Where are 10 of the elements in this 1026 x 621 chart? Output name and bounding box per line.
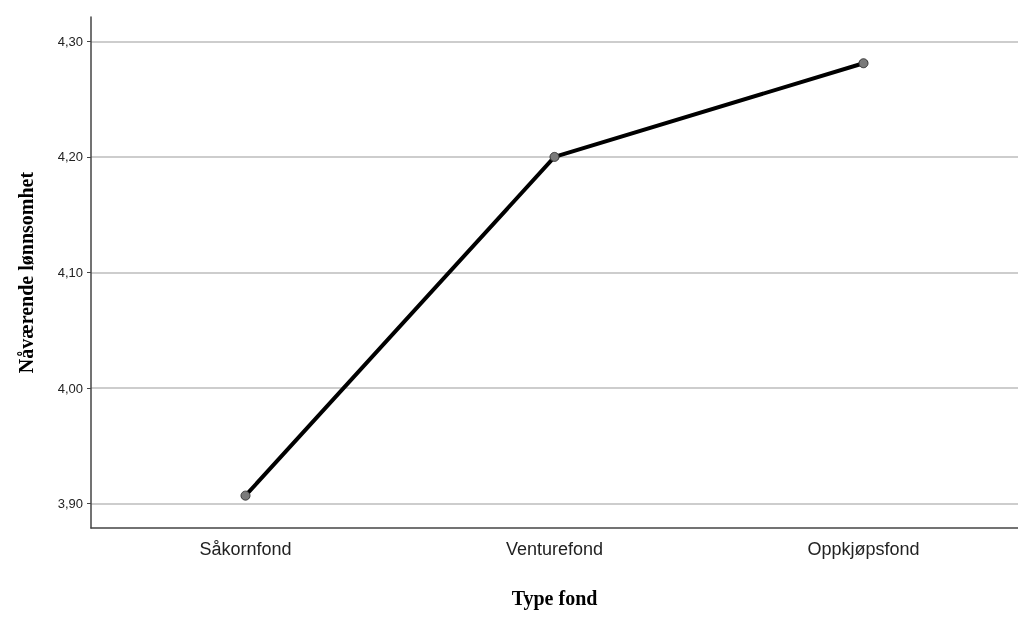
x-tick-label: Oppkjøpsfond	[807, 539, 920, 559]
y-axis-title: Nåværende lønnsomhet	[15, 171, 37, 374]
y-tick-label: 4,30	[57, 33, 83, 49]
x-axis-title: Type fond	[511, 587, 598, 610]
y-tick-label: 4,20	[57, 149, 83, 165]
y-tick-label: 4,00	[57, 380, 83, 396]
x-tick-label: Såkornfond	[199, 539, 292, 559]
y-tick-label: 4,10	[57, 265, 83, 280]
x-tick-label: Venturefond	[505, 539, 604, 559]
y-tick-label: 3,90	[57, 496, 83, 512]
